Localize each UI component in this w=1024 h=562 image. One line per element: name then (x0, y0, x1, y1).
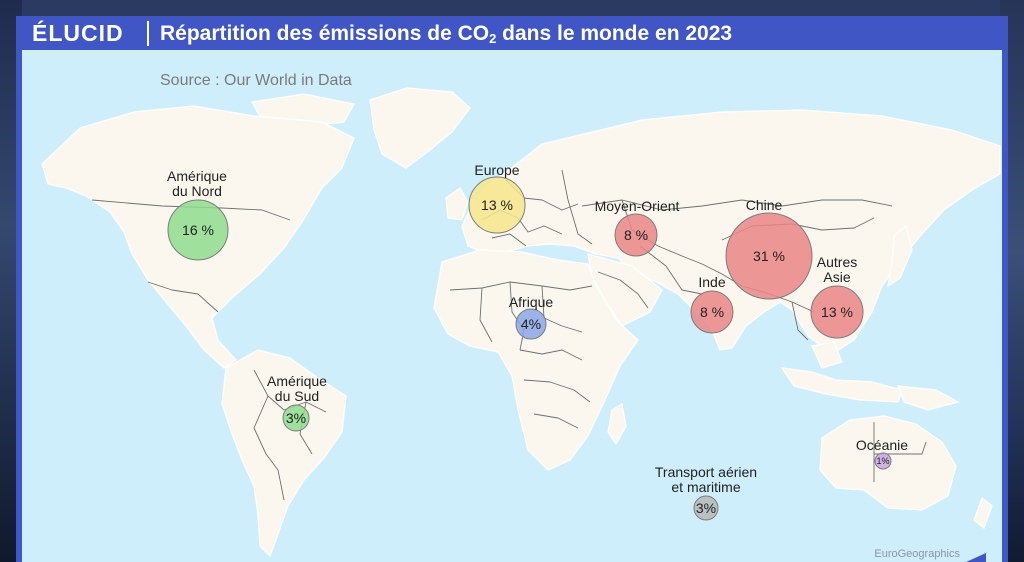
autres-asie-bubble (810, 285, 864, 339)
header-bar: ÉLUCID Répartition des émissions de CO2 … (16, 16, 1008, 50)
autres-asie-label: Autres Asie (816, 254, 858, 285)
title-main: Répartition des émissions de CO (160, 22, 490, 45)
amerique-du-nord-label: Amérique du Nord (167, 168, 227, 199)
madagascar-shape (607, 403, 627, 446)
transport-bubble (693, 495, 719, 521)
transport-label: Transport aérien et maritime (654, 464, 758, 495)
map-credit: EuroGeographics (874, 548, 960, 560)
amerique-du-sud-bubble (282, 404, 310, 432)
chine-label: Chine (745, 197, 783, 213)
page-title: Répartition des émissions de CO2 dans le… (160, 21, 732, 47)
inde-label: Inde (698, 274, 726, 290)
africa-shape (433, 249, 639, 471)
inde-bubble (690, 290, 734, 334)
oceanie-label: Océanie (855, 437, 909, 453)
title-end: dans le monde en 2023 (496, 22, 733, 45)
chine-value: 31 % (753, 248, 785, 264)
emission-bubbles (167, 176, 892, 521)
moyen-orient-value: 8 % (623, 227, 649, 243)
japan-shape (887, 224, 913, 288)
inde-value: 8 % (699, 304, 725, 320)
greenland-shape (369, 87, 471, 169)
afrique-value: 4% (520, 316, 542, 332)
new-guinea-shape (897, 385, 960, 411)
afrique-bubble (515, 308, 547, 340)
credit-mark (966, 553, 986, 562)
world-map: Source : Our World in Data Amérique du N… (22, 50, 1002, 562)
amerique-du-sud-value: 3% (285, 410, 307, 426)
chine-bubble (725, 212, 813, 300)
south-america-shape (221, 349, 347, 558)
britain-shape (445, 187, 469, 221)
autres-asie-value: 13 % (821, 304, 853, 320)
elucid-logo: ÉLUCID (32, 20, 124, 46)
oceanie-bubble (874, 452, 892, 470)
europe-label: Europe (474, 162, 520, 178)
amerique-du-nord-bubble (167, 199, 229, 261)
oceanie-value: 1% (876, 456, 890, 466)
europe-bubble (468, 176, 526, 234)
map-graphic (41, 87, 1001, 558)
title-subscript: 2 (489, 31, 497, 46)
header-divider (147, 21, 149, 46)
indonesia-shape (780, 367, 903, 403)
europe-value: 13 % (481, 197, 513, 213)
transport-value: 3% (695, 500, 717, 516)
source-note: Source : Our World in Data (160, 72, 352, 89)
moyen-orient-bubble (614, 213, 658, 257)
borneo-shape (811, 341, 843, 369)
afrique-label: Afrique (508, 294, 554, 310)
map-card: ÉLUCID Répartition des émissions de CO2 … (16, 16, 1008, 562)
moyen-orient-label: Moyen-Orient (594, 198, 680, 214)
amerique-du-nord-value: 16 % (182, 222, 214, 238)
new-zealand-shape (973, 497, 993, 529)
amerique-du-sud-label: Amérique du Sud (267, 373, 327, 404)
